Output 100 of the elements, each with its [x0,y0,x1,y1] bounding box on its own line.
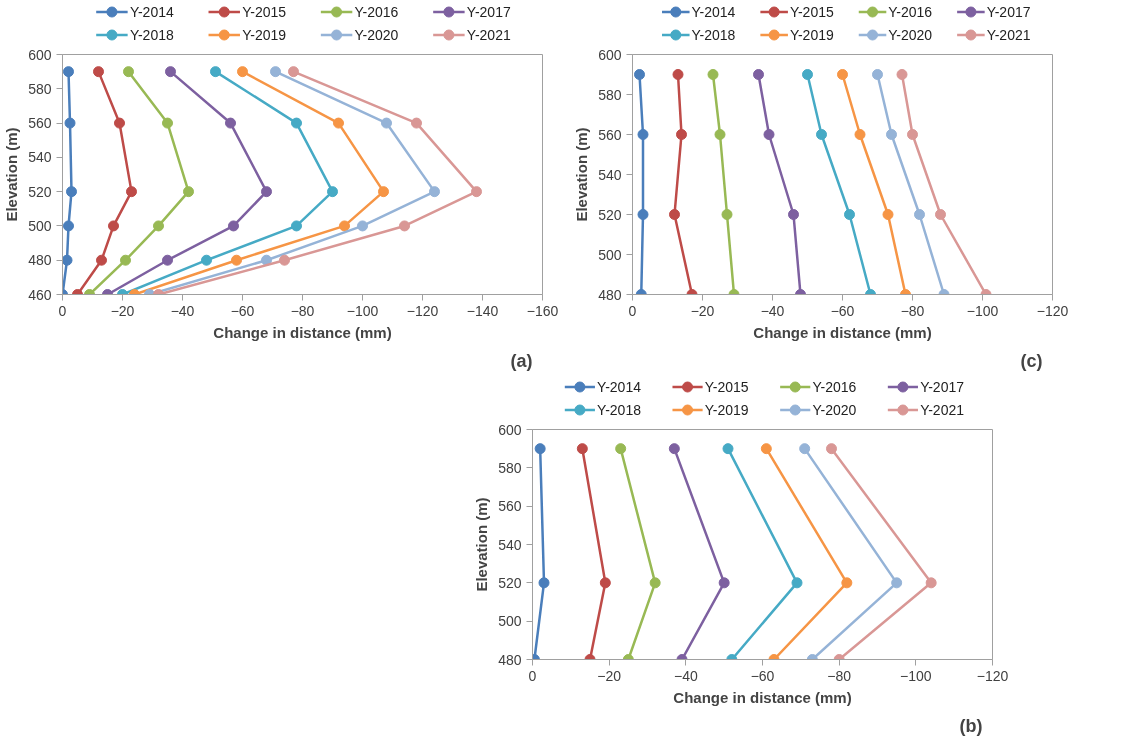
point [707,69,719,80]
y-tick-label: 480 [498,651,522,668]
x-tick-label: −100 [346,302,379,319]
x-tick-label: −40 [170,302,195,319]
point [669,209,680,220]
point [672,69,684,80]
point [378,186,389,198]
point [279,254,290,266]
y-axis-title: Elevation (m) [473,497,491,592]
point [844,209,855,220]
y-tick-label: 500 [28,217,52,234]
y-tick-label: 500 [498,613,522,630]
point [576,443,588,455]
point [668,443,680,455]
legend-label: Y-2016 [354,4,399,20]
x-axis-title: Change in distance (mm) [213,323,392,341]
legend-label: Y-2021 [920,402,965,418]
point [763,129,775,140]
y-tick-label: 520 [28,183,52,200]
legend-label: Y-2017 [986,4,1031,20]
x-tick-label: −20 [597,667,622,684]
point [201,254,212,266]
point [837,69,848,80]
point [162,254,173,266]
y-tick-label: 520 [598,206,622,223]
y-tick-label: 540 [598,166,622,183]
point [270,66,281,78]
point [854,129,866,140]
point [886,129,897,140]
y-tick-label: 600 [598,46,622,63]
x-tick-label: −60 [230,302,255,319]
y-tick-label: 580 [598,86,622,103]
point [538,577,550,589]
point [261,186,272,198]
y-tick-label: 560 [28,115,52,132]
x-tick-label: −20 [110,302,135,319]
point [237,66,248,78]
point [153,220,164,232]
point [799,443,811,455]
point [228,220,239,232]
point [907,129,918,140]
y-tick-label: 460 [28,286,52,303]
point [637,129,649,140]
y-axis-title: Elevation (m) [573,127,591,222]
y-tick-label: 500 [598,246,622,263]
legend-label: Y-2015 [704,379,749,395]
point [327,186,338,198]
x-tick-label: −20 [690,302,715,319]
point [339,220,350,232]
legend-label: Y-2019 [789,27,834,43]
y-tick-label: 580 [498,459,522,476]
point [471,186,482,198]
point [534,443,546,455]
legend-label: Y-2017 [920,379,965,395]
legend-label: Y-2020 [888,27,933,43]
point [120,254,131,266]
point [826,443,837,455]
point [896,69,908,80]
legend-label: Y-2015 [789,4,834,20]
y-tick-label: 540 [498,536,522,553]
x-tick-label: −60 [750,667,775,684]
x-tick-label: −80 [290,302,315,319]
legend-label: Y-2017 [466,4,511,20]
point [291,117,302,129]
x-tick-label: −100 [900,667,932,684]
x-axis-title: Change in distance (mm) [753,323,932,341]
point [96,254,107,266]
point [411,117,422,129]
point [288,66,299,78]
x-tick-label: −100 [966,302,999,319]
x-tick-label: 0 [528,667,537,684]
point [183,186,194,198]
point [291,220,302,232]
text: (c) [1020,350,1043,371]
point [935,209,946,220]
point [882,209,894,220]
legend-label: Y-2014 [129,4,174,20]
x-tick-label: −120 [1036,302,1069,319]
x-tick-label: 0 [58,302,67,319]
legend-label: Y-2019 [704,402,749,418]
point [634,69,645,80]
y-tick-label: 580 [28,80,52,97]
point [816,129,827,140]
y-tick-label: 480 [28,252,52,269]
y-tick-label: 560 [498,498,522,515]
legend-label: Y-2021 [466,27,511,43]
point [718,577,730,589]
point [841,577,853,589]
point [722,443,734,455]
point [333,117,344,129]
legend-label: Y-2014 [597,379,642,395]
x-tick-label: −160 [526,302,559,319]
text: (b) [959,715,983,736]
point [599,577,611,589]
point [399,220,410,232]
point [62,254,73,266]
x-tick-label: −120 [406,302,439,319]
legend-label: Y-2020 [812,402,857,418]
point [721,209,733,220]
point [791,577,803,589]
